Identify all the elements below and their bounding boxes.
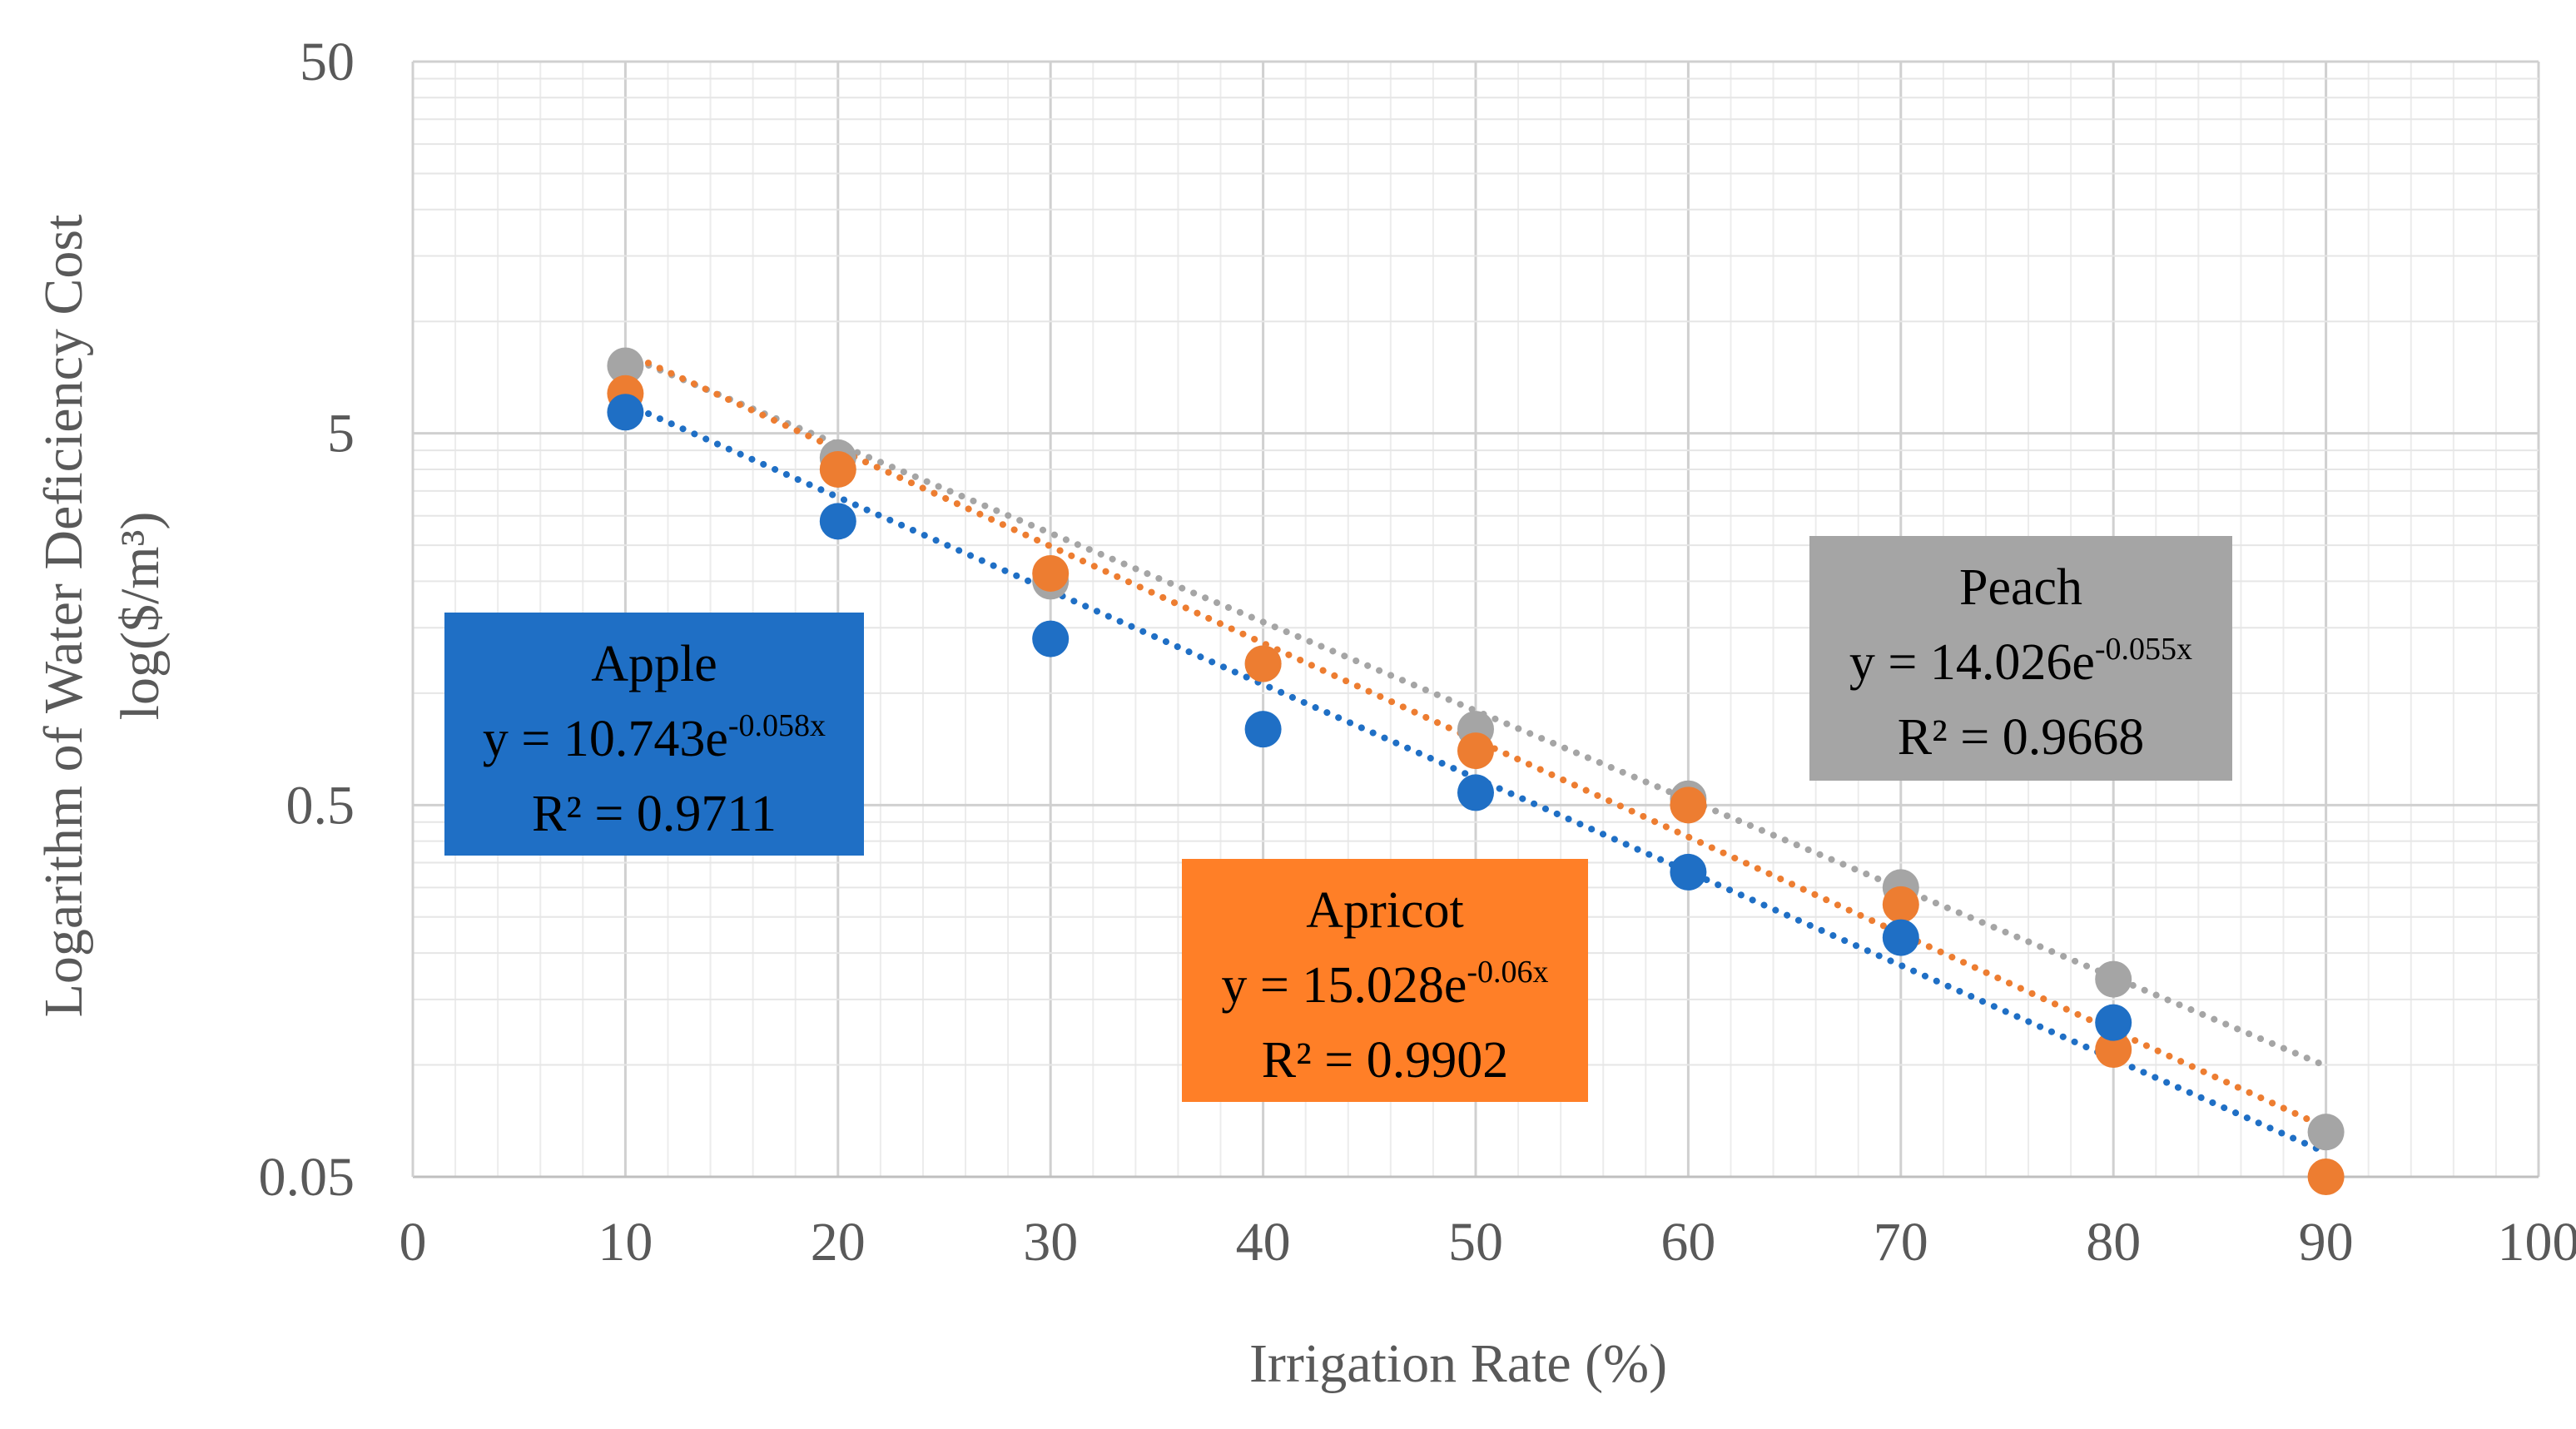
apple-point [2095, 1004, 2132, 1041]
peach-label-box: Peach y = 14.026e-0.055x R² = 0.9668 [1809, 536, 2232, 781]
apple-label-equation: y = 10.743e-0.058x [483, 708, 826, 767]
apple-label-name: Apple [591, 636, 717, 692]
apple-point [1457, 774, 1494, 811]
x-tick-label: 80 [2086, 1212, 2141, 1273]
x-axis-title: Irrigation Rate (%) [1249, 1333, 1667, 1394]
peach-label-r2: R² = 0.9668 [1898, 709, 2144, 766]
x-tick-label: 40 [1236, 1212, 1291, 1273]
apricot-point [819, 450, 856, 488]
apricot-label-bg [1182, 859, 1588, 1102]
apricot-point [1457, 732, 1494, 770]
apple-point [607, 394, 644, 431]
apricot-label-equation: y = 15.028e-0.06x [1221, 955, 1548, 1014]
x-tick-label: 100 [2498, 1212, 2576, 1273]
peach-trendline [622, 352, 2330, 1069]
apple-point [1670, 853, 1707, 891]
y-tick-label: 5 [327, 404, 355, 464]
y-tick-label: 0.5 [286, 775, 355, 836]
apple-point [1244, 711, 1282, 748]
apple-equation-exp: -0.058x [728, 708, 826, 743]
apricot-label-r2: R² = 0.9902 [1262, 1032, 1508, 1089]
peach-equation-exp: -0.055x [2095, 632, 2192, 667]
y-axis-title-line2: log($/m³) [110, 512, 171, 721]
apple-label-r2: R² = 0.9711 [532, 786, 777, 842]
apricot-equation-base: y = 15.028e [1221, 957, 1467, 1014]
apricot-equation-exp: -0.06x [1467, 955, 1548, 990]
apricot-point [1244, 645, 1282, 682]
peach-label-bg [1809, 536, 2232, 781]
peach-label-equation: y = 14.026e-0.055x [1849, 632, 2192, 691]
x-tick-label: 90 [2299, 1212, 2354, 1273]
apricot-point [2307, 1159, 2345, 1195]
peach-label-name: Peach [1959, 559, 2082, 616]
x-tick-label: 50 [1448, 1212, 1503, 1273]
apple-point [1882, 919, 1919, 956]
apricot-point [1882, 886, 1919, 923]
peach-point [607, 347, 644, 385]
data-points [607, 347, 2345, 1195]
y-tick-label: 50 [300, 32, 355, 92]
x-tick-label: 30 [1023, 1212, 1078, 1273]
apricot-label-name: Apricot [1306, 882, 1463, 939]
apricot-point [1670, 786, 1707, 824]
y-axis-title-line1: Logarithm of Water Deficiency Cost [33, 215, 94, 1018]
peach-point [2095, 960, 2132, 998]
apple-point [819, 503, 856, 540]
apple-label-box: Apple y = 10.743e-0.058x R² = 0.9711 [444, 613, 864, 856]
apricot-trendline [622, 349, 2330, 1131]
axes [411, 62, 2539, 1178]
apple-equation-base: y = 10.743e [483, 711, 728, 767]
apple-point [1032, 620, 1070, 657]
peach-point [2307, 1114, 2345, 1151]
peach-equation-base: y = 14.026e [1849, 634, 2095, 691]
apricot-point [2095, 1031, 2132, 1069]
x-tick-label: 70 [1874, 1212, 1928, 1273]
y-tick-label: 0.05 [259, 1147, 355, 1208]
x-tick-label: 10 [598, 1212, 653, 1273]
apple-label-bg [444, 613, 864, 856]
apricot-point [1032, 554, 1070, 592]
x-tick-label: 20 [811, 1212, 866, 1273]
y-tick-labels: 0.05 0.5 5 50 [259, 32, 355, 1208]
x-tick-label: 0 [400, 1212, 427, 1273]
apricot-label-box: Apricot y = 15.028e-0.06x R² = 0.9902 [1182, 859, 1588, 1102]
x-tick-label: 60 [1660, 1212, 1715, 1273]
x-tick-labels: 0 10 20 30 40 50 60 70 80 90 100 [400, 1212, 2576, 1273]
